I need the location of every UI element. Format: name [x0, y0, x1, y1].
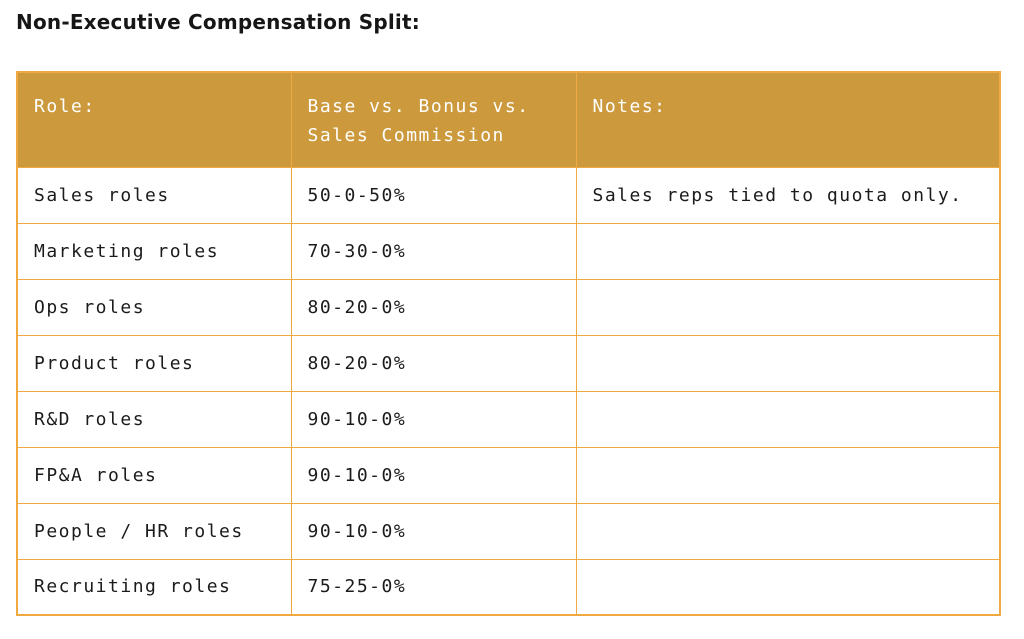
- cell-split: 70-30-0%: [290, 222, 577, 280]
- table-row: R&D roles 90-10-0%: [16, 390, 1001, 448]
- table-row: Ops roles 80-20-0%: [16, 278, 1001, 336]
- cell-split: 90-10-0%: [290, 446, 577, 504]
- cell-split: 90-10-0%: [290, 390, 577, 448]
- cell-split: 80-20-0%: [290, 278, 577, 336]
- cell-split: 90-10-0%: [290, 502, 577, 560]
- cell-notes: [575, 278, 1001, 336]
- column-header-notes: Notes:: [575, 71, 1001, 168]
- cell-role: People / HR roles: [16, 502, 292, 560]
- cell-role: FP&A roles: [16, 446, 292, 504]
- table-row: FP&A roles 90-10-0%: [16, 446, 1001, 504]
- column-header-split: Base vs. Bonus vs. Sales Commission: [290, 71, 577, 168]
- cell-role: Marketing roles: [16, 222, 292, 280]
- cell-notes: [575, 334, 1001, 392]
- cell-split: 75-25-0%: [290, 558, 577, 616]
- table-row: People / HR roles 90-10-0%: [16, 502, 1001, 560]
- cell-role: Product roles: [16, 334, 292, 392]
- table-row: Recruiting roles 75-25-0%: [16, 558, 1001, 616]
- compensation-table: Role: Base vs. Bonus vs. Sales Commissio…: [16, 71, 1001, 617]
- cell-notes: [575, 502, 1001, 560]
- cell-role: Ops roles: [16, 278, 292, 336]
- cell-notes: [575, 446, 1001, 504]
- cell-notes: [575, 558, 1001, 616]
- cell-split: 50-0-50%: [290, 166, 577, 224]
- table-header: Role: Base vs. Bonus vs. Sales Commissio…: [16, 71, 1001, 168]
- table-row: Sales roles 50-0-50% Sales reps tied to qu…: [16, 166, 1001, 224]
- cell-split: 80-20-0%: [290, 334, 577, 392]
- table-row: Product roles 80-20-0%: [16, 334, 1001, 392]
- cell-notes: [575, 390, 1001, 448]
- header-row: Role: Base vs. Bonus vs. Sales Commissio…: [16, 71, 1001, 168]
- cell-notes: Sales reps tied to quota only.: [575, 166, 1001, 224]
- cell-role: R&D roles: [16, 390, 292, 448]
- cell-role: Sales roles: [16, 166, 292, 224]
- cell-notes: [575, 222, 1001, 280]
- page-title: Non-Executive Compensation Split:: [16, 10, 420, 34]
- cell-role: Recruiting roles: [16, 558, 292, 616]
- table-body: Sales roles 50-0-50% Sales reps tied to qu…: [16, 166, 1001, 616]
- column-header-role: Role:: [16, 71, 292, 168]
- table-row: Marketing roles 70-30-0%: [16, 222, 1001, 280]
